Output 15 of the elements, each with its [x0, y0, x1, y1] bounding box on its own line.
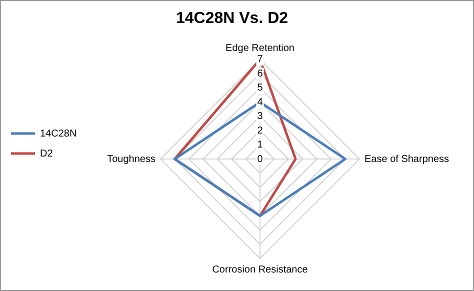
y-tick-label: 6	[257, 68, 264, 80]
legend-label: 14C28N	[40, 128, 77, 140]
chart-title: 14C28N Vs. D2	[176, 10, 288, 28]
y-tick-label: 1	[257, 140, 264, 151]
spoke-label: Toughness	[107, 154, 156, 165]
y-tick-label: 0	[257, 154, 264, 165]
y-tick-label: 2	[257, 125, 264, 136]
legend-label: D2	[40, 148, 54, 160]
spoke-label: Corrosion Resistance	[212, 264, 308, 276]
y-tick-label: 3	[257, 111, 264, 122]
spoke-label: Edge Retention	[226, 43, 294, 54]
y-tick-label: 7	[257, 54, 264, 66]
y-tick-label: 4	[257, 96, 264, 108]
spoke-label: Ease of Sharpness	[364, 154, 450, 165]
y-tick-label: 5	[257, 82, 264, 94]
